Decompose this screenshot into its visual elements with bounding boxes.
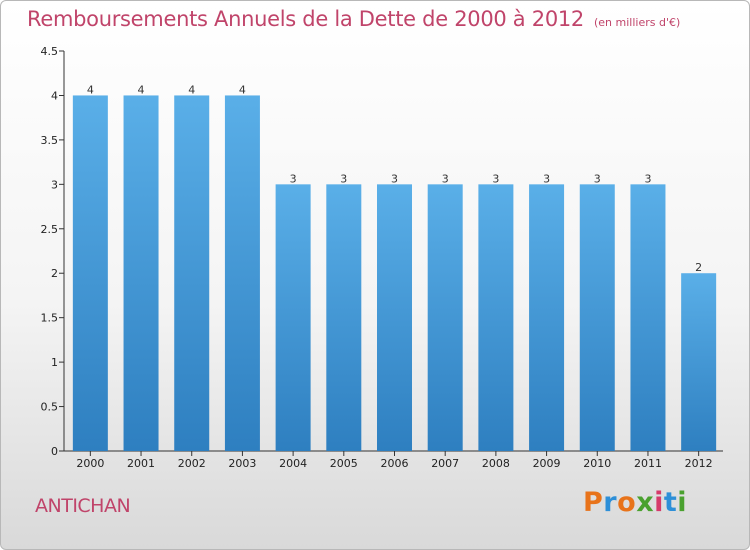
commune-name: ANTICHAN <box>35 495 131 517</box>
bar <box>326 184 362 452</box>
y-tick-label: 4 <box>51 89 58 102</box>
bar <box>224 95 260 451</box>
y-tick-label: 0 <box>51 445 58 458</box>
bar-value-label: 3 <box>543 172 550 185</box>
logo-letter: x <box>636 487 655 518</box>
bar <box>427 184 463 452</box>
bar-value-label: 3 <box>391 172 398 185</box>
x-tick-label: 2007 <box>431 457 459 470</box>
logo-letter: t <box>663 487 678 518</box>
logo-letter: o <box>617 487 637 518</box>
x-tick-label: 2011 <box>634 457 662 470</box>
bar <box>579 184 615 452</box>
bar <box>681 273 717 451</box>
bar-value-label: 3 <box>442 172 449 185</box>
x-tick-label: 2002 <box>178 457 206 470</box>
bar-value-label: 4 <box>188 83 195 96</box>
x-tick-label: 2001 <box>127 457 155 470</box>
y-tick-label: 1 <box>51 356 58 369</box>
bar <box>377 184 412 452</box>
x-tick-label: 2000 <box>76 457 104 470</box>
bar-value-label: 4 <box>138 83 145 96</box>
x-tick-label: 2008 <box>482 457 510 470</box>
x-tick-label: 2012 <box>685 457 713 470</box>
x-tick-label: 2010 <box>583 457 611 470</box>
proxiti-logo: Proxiti <box>583 487 687 518</box>
bar <box>123 95 159 451</box>
bar-value-label: 4 <box>87 83 94 96</box>
y-tick-label: 3 <box>51 178 58 191</box>
bar <box>275 184 311 452</box>
title-row: Remboursements Annuels de la Dette de 20… <box>27 7 680 31</box>
y-tick-label: 2.5 <box>41 223 59 236</box>
logo-letter: i <box>677 487 688 518</box>
x-tick-label: 2005 <box>330 457 358 470</box>
bar-value-label: 3 <box>290 172 297 185</box>
logo-letter: P <box>583 487 604 518</box>
x-tick-label: 2006 <box>381 457 409 470</box>
bar <box>174 95 210 451</box>
x-tick-label: 2004 <box>279 457 307 470</box>
bar <box>72 95 108 451</box>
chart-subtitle: (en milliers d'€) <box>594 16 681 29</box>
y-tick-label: 1.5 <box>41 312 59 325</box>
bar-value-label: 4 <box>239 83 246 96</box>
logo-letter: r <box>603 487 618 518</box>
bar-value-label: 3 <box>594 172 601 185</box>
x-tick-label: 2003 <box>228 457 256 470</box>
logo-letter: i <box>654 487 664 518</box>
y-tick-label: 0.5 <box>41 401 59 414</box>
bar <box>630 184 666 452</box>
bar-value-label: 3 <box>340 172 347 185</box>
y-tick-label: 3.5 <box>41 134 59 147</box>
y-tick-label: 4.5 <box>41 45 59 58</box>
chart-title: Remboursements Annuels de la Dette de 20… <box>27 7 584 31</box>
bar <box>478 184 514 452</box>
bar-value-label: 2 <box>695 261 702 274</box>
y-tick-label: 2 <box>51 267 58 280</box>
x-tick-label: 2009 <box>533 457 561 470</box>
bar-value-label: 3 <box>644 172 651 185</box>
bar <box>529 184 565 452</box>
bar-value-label: 3 <box>492 172 499 185</box>
